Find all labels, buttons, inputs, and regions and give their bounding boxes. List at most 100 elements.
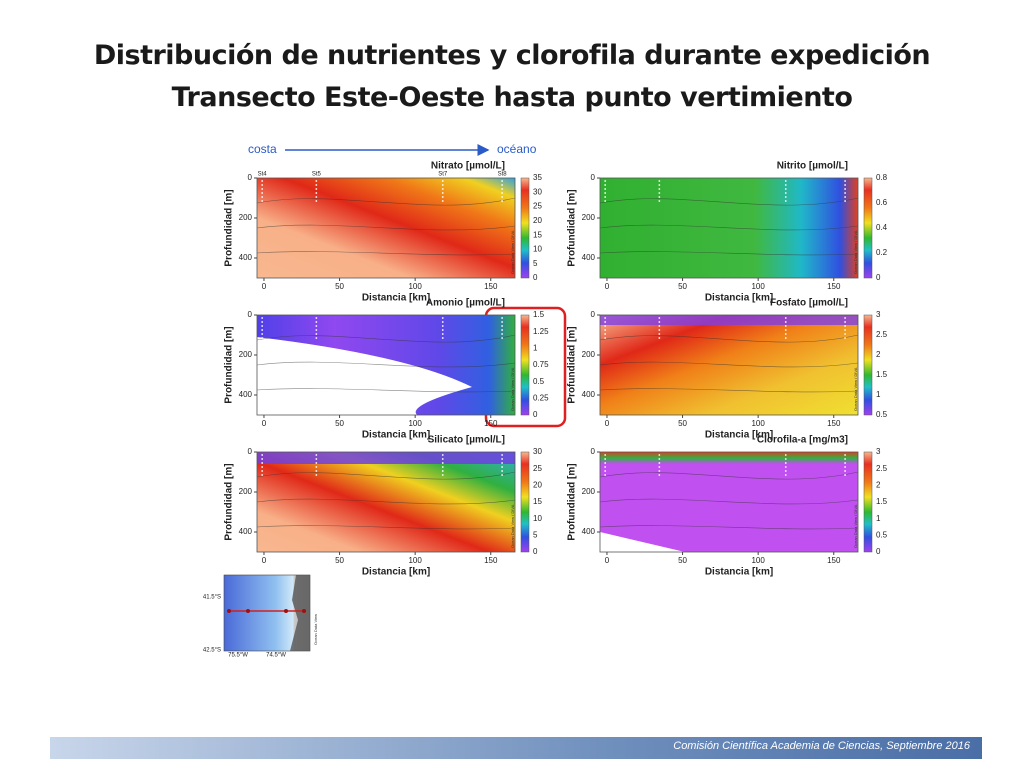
colorbar-tick-label: 20 — [533, 216, 542, 225]
plot-frame — [256, 177, 516, 279]
station-sample — [261, 188, 264, 190]
panel-title: Clorofila-a [mg/m3] — [757, 435, 848, 446]
figure: costa océano Nitrato [µmol/L] Distancia [… — [203, 142, 888, 658]
station-sample — [604, 180, 607, 182]
station-sample — [604, 458, 607, 460]
station-sample — [658, 470, 661, 472]
station-sample — [844, 192, 846, 194]
station-sample — [441, 196, 444, 198]
x-tick-label: 100 — [751, 419, 765, 428]
surface-band — [600, 315, 858, 325]
colorbar-tick-label: 0.2 — [876, 248, 888, 257]
colorbar-tick-label: 1 — [876, 390, 881, 399]
colorbar-tick-label: 0.4 — [876, 223, 888, 232]
colorbar — [520, 177, 530, 279]
contour-line — [256, 334, 516, 343]
station-sample — [604, 337, 607, 339]
contour-line — [256, 525, 516, 530]
colorbar-tick-label: 0.5 — [533, 377, 545, 386]
station-sample — [501, 333, 503, 335]
station-sample — [501, 200, 503, 202]
station-sample — [604, 184, 607, 186]
y-tick-label: 0 — [591, 310, 596, 319]
station-sample — [844, 200, 846, 202]
station-sample — [604, 188, 607, 190]
station-sample — [844, 462, 846, 464]
station-sample — [784, 466, 787, 468]
station-sample — [441, 466, 444, 468]
station-sample — [784, 180, 787, 182]
colorbar-tick-label: 0.6 — [876, 198, 888, 207]
colorbar-tick-label: 20 — [533, 480, 542, 489]
y-tick-label: 200 — [582, 487, 596, 496]
station-sample — [441, 474, 444, 476]
y-axis-label: Profundidad [m] — [567, 189, 578, 266]
colorbar-tick-label: 1.5 — [876, 370, 888, 379]
colorbar-tick-label: 1.5 — [876, 497, 888, 506]
colorbar-tick-label: 25 — [533, 202, 542, 211]
station-sample — [261, 325, 264, 327]
station-sample — [784, 188, 787, 190]
station-sample — [604, 454, 607, 456]
x-axis-label: Distancia [km] — [705, 293, 773, 304]
station-sample — [844, 329, 846, 331]
colorbar — [863, 177, 873, 279]
station-sample — [604, 192, 607, 194]
y-tick-label: 400 — [239, 527, 253, 536]
x-tick-label: 0 — [605, 282, 610, 291]
station-sample — [658, 329, 661, 331]
station-sample — [844, 325, 846, 327]
colorbar-tick-label: 0.5 — [876, 410, 888, 419]
panel-title: Fosfato [µmol/L] — [770, 298, 848, 309]
station-sample — [441, 321, 444, 323]
contour-line — [256, 224, 516, 231]
contour-line — [599, 197, 859, 206]
y-tick-label: 200 — [582, 350, 596, 359]
station-sample — [261, 474, 264, 476]
station-sample — [261, 470, 264, 472]
x-tick-label: 0 — [262, 556, 267, 565]
contour-line — [256, 498, 516, 505]
colorbar-tick-label: 10 — [533, 514, 542, 523]
station-sample — [784, 458, 787, 460]
colorbar-tick-label: 0 — [533, 547, 538, 556]
station-sample — [844, 466, 846, 468]
panel-title: Nitrato [µmol/L] — [431, 161, 505, 172]
y-tick-label: 0 — [248, 447, 253, 456]
station-sample — [261, 337, 264, 339]
station-sample — [501, 470, 503, 472]
station-sample — [315, 200, 318, 202]
station-sample — [261, 317, 264, 319]
plot-frame — [599, 451, 859, 553]
colorbar-tick-label: 0.8 — [876, 173, 888, 182]
station-sample — [441, 184, 444, 186]
station-sample — [658, 325, 661, 327]
y-axis-label: Profundidad [m] — [224, 326, 235, 403]
contour-line — [256, 471, 516, 480]
station-sample — [844, 188, 846, 190]
no-data-area — [600, 532, 685, 552]
map-lat-label: 41.5°S — [203, 595, 221, 601]
colorbar-tick-label: 2 — [876, 480, 881, 489]
station-sample — [784, 462, 787, 464]
station-label: St4 — [258, 172, 268, 178]
watermark: Ocean Data View / DIVA — [853, 367, 858, 411]
station-sample — [261, 466, 264, 468]
colorbar-tick-label: 0.75 — [533, 360, 549, 369]
x-axis-label: Distancia [km] — [362, 293, 430, 304]
station-sample — [604, 333, 607, 335]
x-tick-label: 150 — [827, 282, 841, 291]
station-sample — [315, 180, 318, 182]
colorbar-tick-label: 35 — [533, 173, 542, 182]
coastline — [290, 575, 310, 651]
station-sample — [658, 196, 661, 198]
station-sample — [784, 321, 787, 323]
station-sample — [658, 188, 661, 190]
station-sample — [261, 200, 264, 202]
station-sample — [261, 454, 264, 456]
colorbar-tick-label: 1.25 — [533, 327, 549, 336]
station-sample — [441, 333, 444, 335]
y-tick-label: 200 — [239, 487, 253, 496]
colorbar-tick-label: 0 — [876, 547, 881, 556]
contour-line — [256, 361, 516, 368]
